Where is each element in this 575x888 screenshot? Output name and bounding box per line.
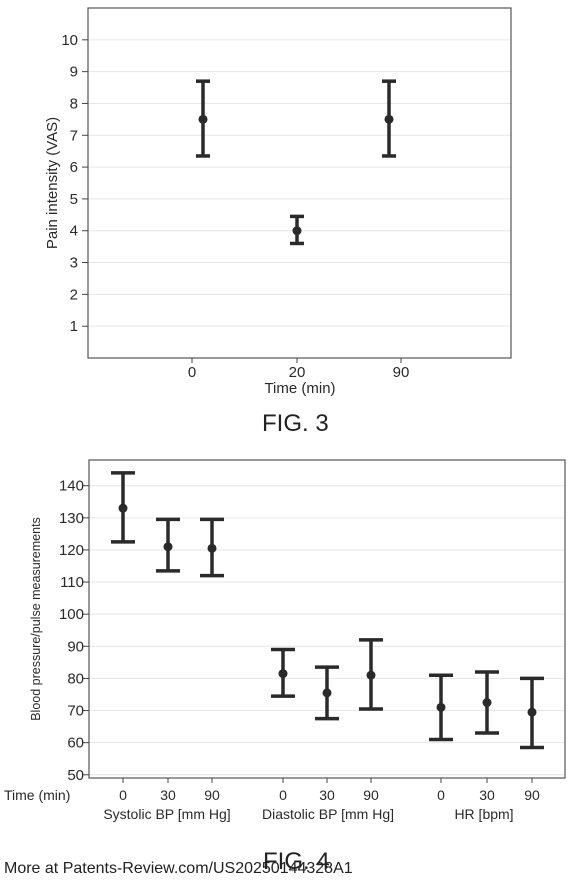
fig4-point-mean-point xyxy=(483,698,492,707)
fig4-y-tick-label: 130 xyxy=(59,510,84,527)
fig4-y-tick-label: 60 xyxy=(67,735,84,752)
fig4-plot-frame xyxy=(89,460,565,778)
fig4-point-mean-point xyxy=(279,669,288,678)
fig4-group-label: HR [bpm] xyxy=(454,806,513,822)
fig4-y-tick-label: 120 xyxy=(59,542,84,559)
fig4-y-tick-label: 80 xyxy=(67,670,84,687)
source-note: More at Patents-Review.com/US20250144328… xyxy=(4,860,353,878)
fig4-y-tick-label: 100 xyxy=(59,606,84,623)
fig4-x-tick-label: 0 xyxy=(437,787,445,803)
fig4-x-tick-label: 0 xyxy=(279,787,287,803)
fig4-point-mean-point xyxy=(367,671,376,680)
fig4-x-tick-label: 30 xyxy=(479,787,495,803)
fig4-point-mean-point xyxy=(323,688,332,697)
fig4-y-axis-label: Blood pressure/pulse measurements xyxy=(29,517,43,721)
fig4-y-tick-label: 140 xyxy=(59,478,84,495)
fig4-x-row-label: Time (min) xyxy=(4,787,70,803)
fig4-x-tick-label: 0 xyxy=(119,787,127,803)
fig4-y-tick-label: 70 xyxy=(67,703,84,720)
fig4-y-tick-label: 50 xyxy=(67,767,84,784)
fig4-point-mean-point xyxy=(208,544,217,553)
fig4-x-tick-label: 90 xyxy=(363,787,379,803)
fig4-group-label: Systolic BP [mm Hg] xyxy=(103,806,230,822)
fig4-point-mean-point xyxy=(528,708,537,717)
fig4-y-tick-label: 110 xyxy=(60,574,84,591)
fig4-point-mean-point xyxy=(164,542,173,551)
fig4-x-tick-label: 90 xyxy=(524,787,540,803)
fig4-y-tick-label: 90 xyxy=(67,638,84,655)
fig4-point-mean-point xyxy=(119,504,128,513)
fig4-x-tick-label: 90 xyxy=(204,787,220,803)
fig4-x-tick-label: 30 xyxy=(160,787,176,803)
fig4-x-tick-label: 30 xyxy=(319,787,335,803)
fig4-point-mean-point xyxy=(437,703,446,712)
fig4-group-label: Diastolic BP [mm Hg] xyxy=(262,806,394,822)
